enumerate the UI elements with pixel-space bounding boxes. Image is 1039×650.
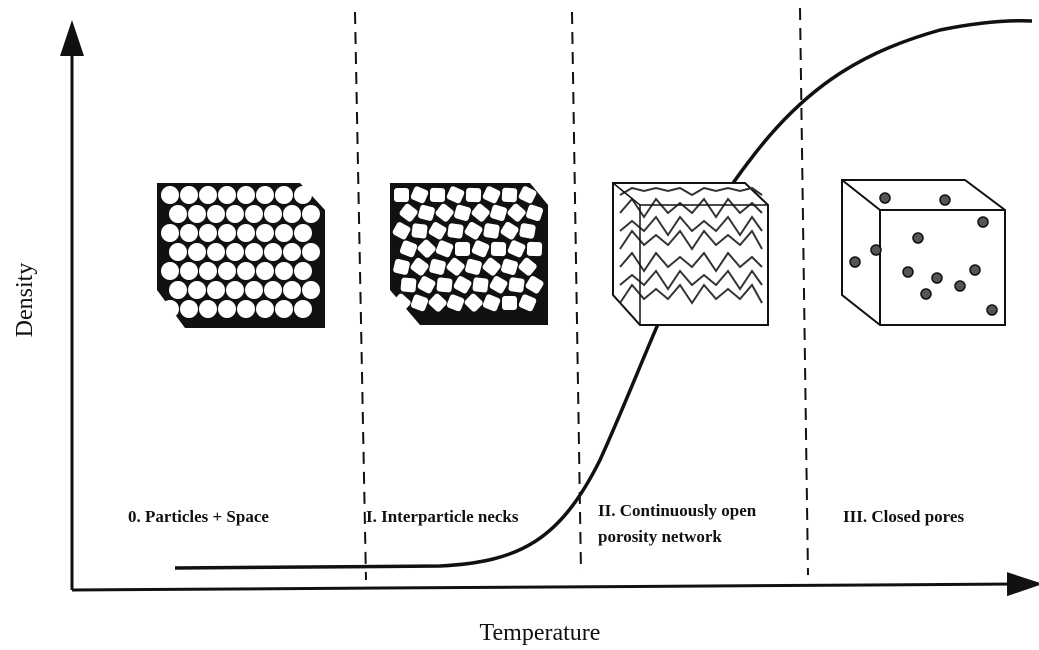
closed-pore [903,267,913,277]
necked-grain [508,277,525,293]
particle [245,243,263,261]
necked-grain [483,223,500,239]
particle [188,205,206,223]
particle [218,186,236,204]
particle [169,243,187,261]
particle [188,243,206,261]
particle [207,243,225,261]
particle [302,205,320,223]
particle [275,186,293,204]
particle [294,224,312,242]
necked-grain [502,296,517,310]
particle [226,281,244,299]
necked-grain [502,188,518,203]
particle [275,300,293,318]
particle [169,205,187,223]
particle [294,186,312,204]
stage-label: 0. Particles + Space [128,507,269,526]
particle [264,243,282,261]
particle [283,281,301,299]
stage-label: II. Continuously open [598,501,757,520]
particle [188,281,206,299]
necked-grain [436,277,452,292]
particle [245,281,263,299]
particle [161,262,179,280]
particle [237,300,255,318]
particle [161,186,179,204]
particle [207,205,225,223]
particle [275,224,293,242]
particle [256,300,274,318]
particle [294,262,312,280]
particle [199,224,217,242]
particle [161,224,179,242]
particle [218,300,236,318]
particle [180,262,198,280]
stage-label: porosity network [598,527,722,546]
particle [237,262,255,280]
necked-grain [491,242,506,256]
closed-pore [913,233,923,243]
particle [218,262,236,280]
particle [294,300,312,318]
closed-pore [970,265,980,275]
divider [800,8,808,575]
y-axis-label: Density [12,263,38,338]
particle [199,300,217,318]
divider [572,12,581,572]
particle [264,205,282,223]
particle [283,243,301,261]
closed-pore [940,195,950,205]
particle [302,243,320,261]
particle [199,186,217,204]
closed-pore [850,257,860,267]
necked-grain [519,223,536,239]
particle [226,205,244,223]
stage-label: I. Interparticle necks [366,507,519,526]
particle [256,186,274,204]
closed-pore [955,281,965,291]
x-axis-label: Temperature [480,620,601,646]
closed-pore [871,245,881,255]
divider [355,12,366,580]
particle [180,300,198,318]
particle [226,243,244,261]
closed-pore [932,273,942,283]
particle [207,281,225,299]
particle [245,205,263,223]
particle [256,224,274,242]
closed-pore [921,289,931,299]
x-axis [72,584,1025,590]
particle [275,262,293,280]
particle [180,186,198,204]
necked-grain [527,242,542,257]
closed-pore [978,217,988,227]
cube-closed-pores [842,180,1005,325]
necked-grain [455,242,470,256]
necked-grain [394,188,409,202]
particle [237,224,255,242]
particle [264,281,282,299]
necked-grain [411,223,428,239]
particle [237,186,255,204]
particle [180,224,198,242]
necked-grain [472,277,489,293]
particle [283,205,301,223]
particle [302,281,320,299]
particle [161,300,179,318]
particle [256,262,274,280]
necked-grain [466,188,481,203]
closed-pore [987,305,997,315]
necked-grain [400,277,416,292]
cube-edge [842,180,1005,210]
particle [199,262,217,280]
particle [169,281,187,299]
particle [218,224,236,242]
cube-outline [842,180,1005,325]
necked-grain [447,223,464,239]
diagram: Density Temperature 0. Particles + Space… [0,0,1039,650]
stage-label: III. Closed pores [843,507,964,526]
necked-grain [430,188,445,202]
closed-pore [880,193,890,203]
